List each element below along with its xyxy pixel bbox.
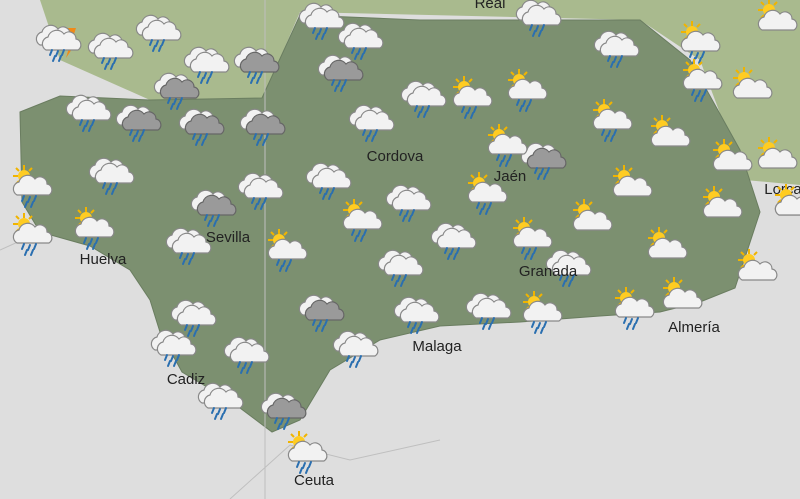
city-label: Malaga bbox=[412, 338, 462, 355]
city-label: Ceuta bbox=[294, 472, 335, 489]
city-labels: Real Cordova Jaén Sevilla Huelva Granada Malag… bbox=[80, 0, 800, 489]
city-label: Jaén bbox=[494, 168, 527, 185]
city-label: Almería bbox=[668, 319, 720, 336]
land-north bbox=[40, 0, 800, 185]
city-label: Granada bbox=[519, 263, 578, 280]
city-label: Cordova bbox=[367, 148, 424, 165]
city-label: Cadiz bbox=[167, 371, 205, 388]
city-label: Sevilla bbox=[206, 229, 251, 246]
city-label: Real bbox=[475, 0, 506, 12]
city-label: Huelva bbox=[80, 251, 127, 268]
